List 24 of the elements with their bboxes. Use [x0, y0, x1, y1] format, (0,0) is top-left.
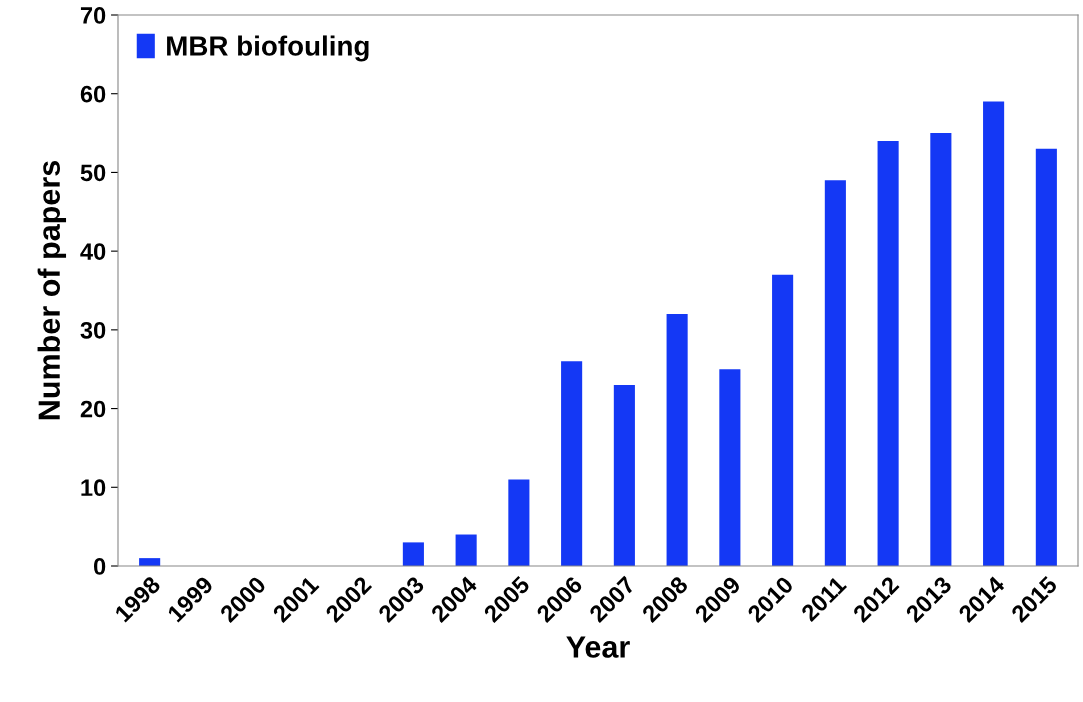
x-axis-title: Year	[566, 636, 630, 658]
legend-label: MBR biofouling	[167, 35, 369, 62]
bar	[719, 369, 741, 566]
bar	[666, 314, 688, 566]
y-tick-label: 70	[80, 7, 106, 24]
bar	[772, 274, 794, 566]
bar	[508, 479, 530, 566]
bar	[1035, 148, 1057, 566]
bar	[402, 542, 424, 566]
y-tick-label: 40	[80, 243, 106, 260]
bar	[824, 180, 846, 566]
y-tick-label: 10	[81, 479, 106, 497]
bar	[613, 384, 635, 566]
bar	[930, 133, 952, 566]
bar	[455, 534, 477, 566]
y-tick-label: 60	[80, 85, 106, 103]
y-tick-label: 30	[80, 321, 106, 339]
bar	[877, 140, 899, 566]
y-tick-label: 0	[94, 558, 106, 575]
bar	[561, 361, 583, 566]
y-tick-label: 50	[80, 164, 106, 182]
y-axis-title: Number of papers	[37, 161, 67, 420]
bar	[983, 101, 1005, 566]
y-tick-label: 20	[80, 400, 106, 418]
